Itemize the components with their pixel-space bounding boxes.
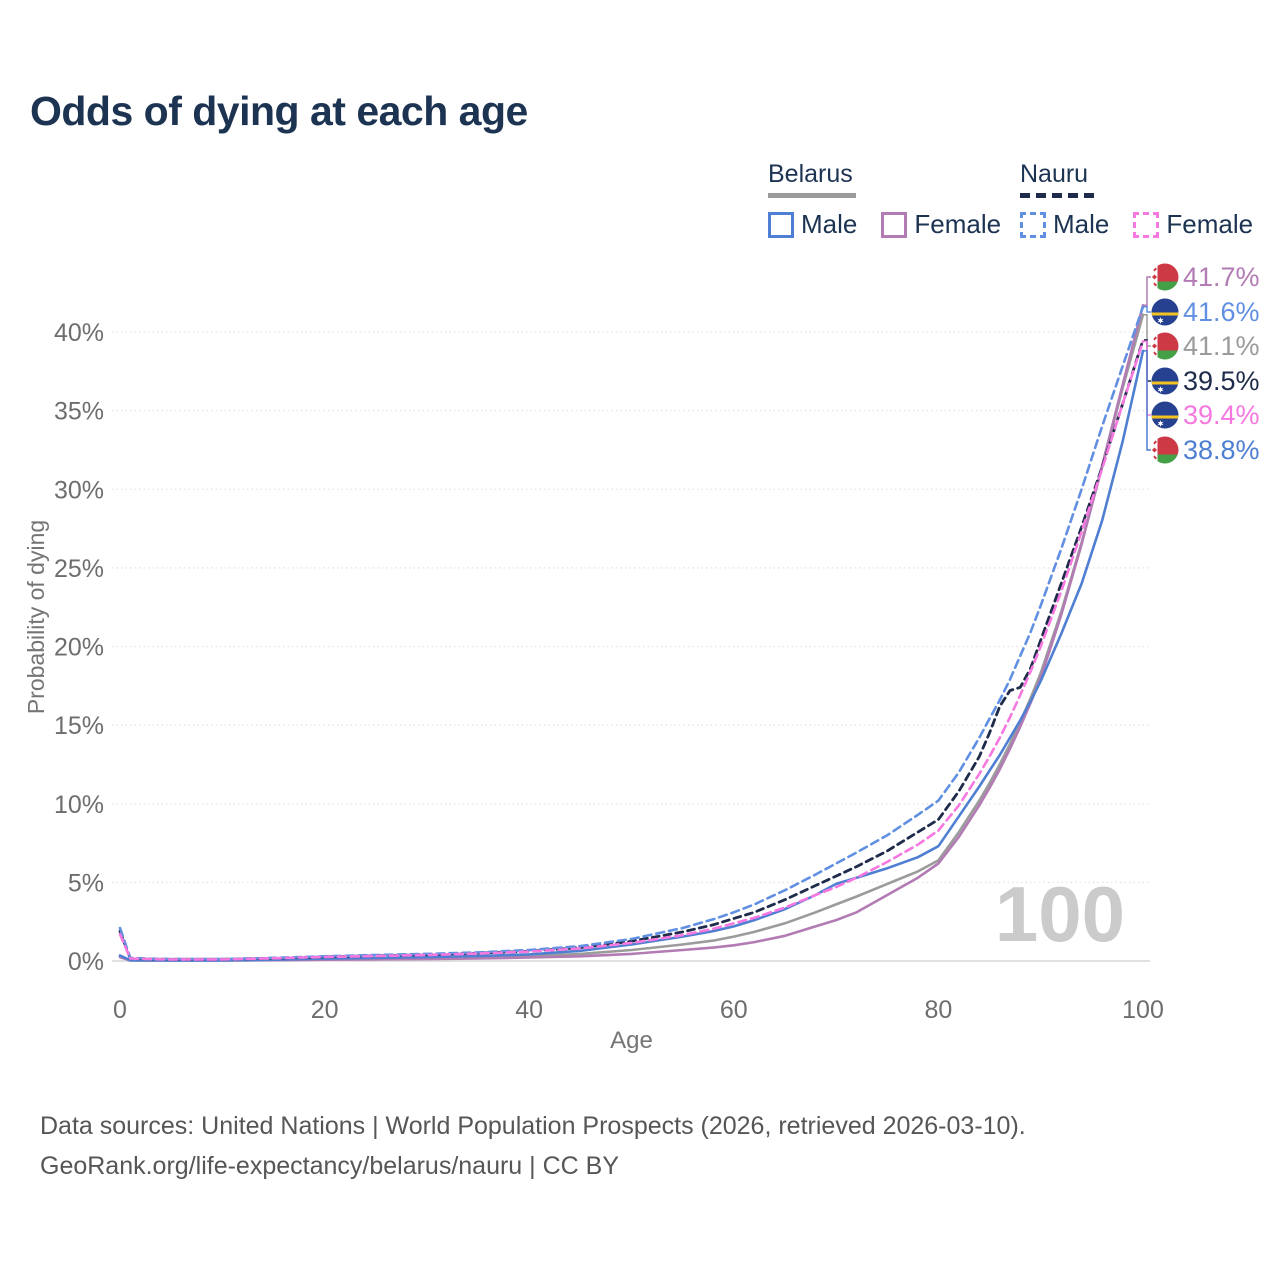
end-label-leader bbox=[1144, 350, 1151, 451]
x-tick-label: 20 bbox=[311, 996, 339, 1024]
legend-group-belarus: Belarus Male Female bbox=[768, 160, 1001, 240]
end-label-belarus_male: 38.8% bbox=[1151, 435, 1260, 465]
end-label-leader bbox=[1144, 313, 1151, 347]
nauru-flag-icon bbox=[1151, 367, 1179, 395]
y-tick-label: 25% bbox=[54, 555, 104, 583]
source-attribution: Data sources: United Nations | World Pop… bbox=[40, 1106, 1026, 1186]
license-line: GeoRank.org/life-expectancy/belarus/naur… bbox=[40, 1152, 620, 1180]
series-line-nauru_male[interactable] bbox=[118, 305, 1145, 961]
legend-item-label: Female bbox=[1166, 209, 1254, 239]
legend-item-label: Male bbox=[1053, 209, 1110, 239]
end-value-label: 38.8% bbox=[1183, 435, 1260, 465]
end-label-belarus_female: 41.7% bbox=[1151, 262, 1260, 292]
legend-group-nauru: Nauru Male Female bbox=[1020, 160, 1253, 240]
end-label-nauru_female: 39.4% bbox=[1151, 400, 1260, 430]
end-label-nauru_overall: 39.5% bbox=[1151, 366, 1260, 396]
nauru-flag-icon bbox=[1151, 401, 1179, 429]
end-label-nauru_male: 41.6% bbox=[1151, 297, 1260, 327]
legend-country-belarus[interactable]: Belarus bbox=[768, 160, 853, 188]
series-line-belarus_female[interactable] bbox=[118, 304, 1145, 962]
end-value-label: 39.5% bbox=[1183, 366, 1260, 396]
y-axis-title: Probability of dying bbox=[23, 520, 49, 714]
nauru-female-swatch-icon bbox=[1133, 211, 1160, 238]
belarus-female-swatch-icon bbox=[881, 211, 908, 238]
series-line-nauru_female[interactable] bbox=[118, 340, 1145, 961]
end-label-belarus_overall: 41.1% bbox=[1151, 331, 1260, 361]
y-tick-label: 0% bbox=[68, 948, 104, 976]
x-tick-label: 40 bbox=[515, 996, 543, 1024]
nauru-line-style-swatch bbox=[1020, 193, 1094, 198]
y-tick-label: 30% bbox=[54, 476, 104, 504]
page-title: Odds of dying at each age bbox=[30, 88, 528, 134]
x-axis-title: Age bbox=[610, 1027, 653, 1054]
belarus-flag-icon bbox=[1151, 332, 1179, 360]
data-sources-line: Data sources: United Nations | World Pop… bbox=[40, 1112, 1026, 1140]
end-label-leader bbox=[1144, 306, 1151, 313]
x-tick-label: 100 bbox=[1122, 996, 1164, 1024]
end-value-label: 41.1% bbox=[1183, 331, 1260, 361]
belarus-flag-icon bbox=[1151, 263, 1179, 291]
end-value-label: 41.7% bbox=[1183, 262, 1260, 292]
belarus-male-swatch-icon bbox=[768, 211, 794, 238]
legend-item-nauru-female[interactable]: Female bbox=[1133, 209, 1253, 240]
y-tick-label: 10% bbox=[54, 791, 104, 819]
series-line-nauru_overall[interactable] bbox=[118, 338, 1145, 961]
y-tick-label: 20% bbox=[54, 634, 104, 662]
end-value-label: 41.6% bbox=[1183, 297, 1260, 327]
x-tick-label: 80 bbox=[924, 996, 952, 1024]
legend-item-nauru-male[interactable]: Male bbox=[1020, 209, 1109, 240]
series-line-belarus_male[interactable] bbox=[118, 349, 1145, 962]
y-tick-label: 40% bbox=[54, 319, 104, 347]
y-tick-label: 15% bbox=[54, 712, 104, 740]
nauru-flag-icon bbox=[1151, 298, 1179, 326]
end-value-label: 39.4% bbox=[1183, 400, 1260, 430]
end-label-leader bbox=[1144, 276, 1151, 307]
legend-item-label: Male bbox=[801, 209, 858, 239]
belarus-line-style-swatch bbox=[768, 193, 856, 198]
x-tick-label: 0 bbox=[113, 996, 127, 1024]
legend-item-label: Female bbox=[914, 209, 1002, 239]
nauru-male-swatch-icon bbox=[1020, 211, 1046, 238]
belarus-flag-icon bbox=[1151, 436, 1179, 464]
legend-item-belarus-female[interactable]: Female bbox=[881, 209, 1001, 240]
x-tick-label: 60 bbox=[720, 996, 748, 1024]
legend-item-belarus-male[interactable]: Male bbox=[768, 209, 857, 240]
y-tick-label: 5% bbox=[68, 869, 104, 897]
y-tick-label: 35% bbox=[54, 398, 104, 426]
legend-country-nauru[interactable]: Nauru bbox=[1020, 160, 1089, 188]
series-line-belarus_overall[interactable] bbox=[118, 313, 1145, 962]
watermark-age-100: 100 bbox=[995, 870, 1125, 958]
